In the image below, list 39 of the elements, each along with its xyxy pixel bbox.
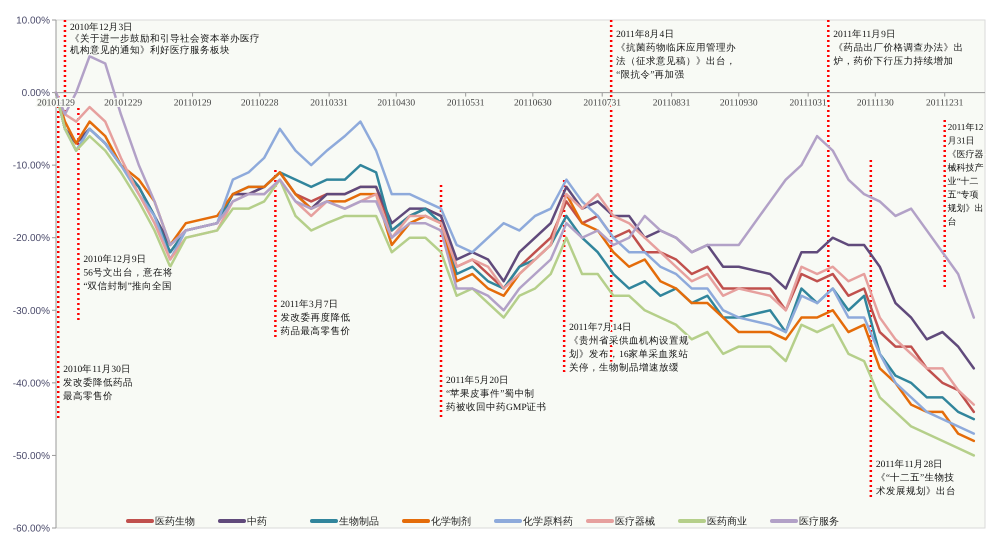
x-tick-label: 20110331 xyxy=(310,98,348,109)
y-tick-label: -20.00% xyxy=(12,233,50,244)
x-tick-label: 20110129 xyxy=(174,98,212,109)
x-tick-label: 20110630 xyxy=(514,98,552,109)
ref-line-label: 2010年12月9日56号文出台，意在将“双信封制”推向全国 xyxy=(83,253,173,292)
legend-label: 中药 xyxy=(247,516,267,528)
legend-label: 医疗器械 xyxy=(615,516,655,528)
x-tick-label: 20110831 xyxy=(652,98,691,109)
legend-label: 医药商业 xyxy=(707,516,747,528)
x-tick-label: 20111130 xyxy=(856,98,894,109)
ref-line-label: 2011年12月31日《医疗器械科技产业“十二五”专项规划》出台 xyxy=(948,122,984,226)
y-tick-label: -60.00% xyxy=(12,524,50,534)
x-tick-label: 20110731 xyxy=(583,98,622,109)
x-tick-label: 20101229 xyxy=(104,98,142,109)
ref-line-label: 2011年7月14日《贵州省采供血机构设置规划》发布，16家单采血浆站关停，生物制品增速放缓 xyxy=(569,321,690,374)
legend-label: 医药生物 xyxy=(155,516,195,528)
ref-line-label: 2011年5月20日“苹果皮事件”蜀中制药被收回中药GMP证书 xyxy=(446,374,547,413)
ref-line-label: 2011年11月28日《“十二五”生物技术发展规划》出台 xyxy=(876,458,956,497)
ref-line-label: 2010年12月3日《关于进一步鼓励和引导社会资本举办医疗机构意见的通知》利好医疗服务板块 xyxy=(70,21,260,56)
x-tick-label: 20110531 xyxy=(446,98,485,109)
ref-line-label: 2010年11月30日发改委降低药品最高零售价 xyxy=(63,363,134,402)
y-tick-label: -30.00% xyxy=(12,306,50,317)
legend-label: 生物制品 xyxy=(339,516,379,528)
y-tick-label: 0.00% xyxy=(22,88,50,100)
x-tick-label: 20110430 xyxy=(377,98,416,109)
y-tick-label: -50.00% xyxy=(12,450,50,462)
legend-label: 化学原料药 xyxy=(523,516,573,528)
ref-line-label: 2011年11月9日《药品出厂价格调查办法》出炉，药价下行压力持续增加 xyxy=(833,28,964,67)
legend-label: 医疗服务 xyxy=(799,516,839,528)
y-tick-label: -10.00% xyxy=(12,160,50,172)
x-tick-label: 20110930 xyxy=(720,98,758,109)
x-tick-label: 20111031 xyxy=(790,98,828,109)
ref-line-label: 2011年3月7日发改委再度降低药品最高零售价 xyxy=(280,298,350,337)
legend-label: 化学制剂 xyxy=(431,516,471,528)
y-tick-label: -40.00% xyxy=(12,378,50,390)
x-tick-label: 20110228 xyxy=(240,98,279,109)
x-tick-label: 20111231 xyxy=(926,98,964,109)
ref-line-label: 2011年8月4日《抗菌药物临床应用管理办法（征求意见稿）》出台，“限抗令”再加强 xyxy=(616,28,736,80)
y-tick-label: 10.00% xyxy=(16,16,50,26)
